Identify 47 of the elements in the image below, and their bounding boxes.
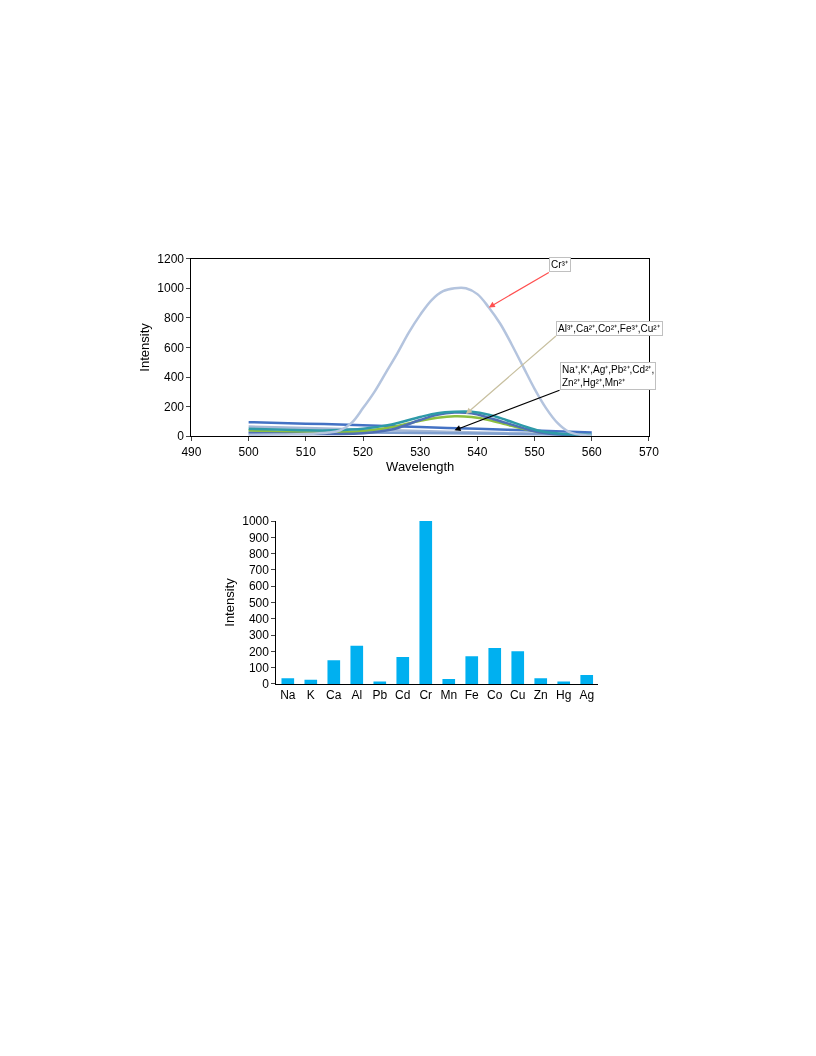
x-axis-title: Wavelength xyxy=(386,458,455,474)
y-tick-label: 1200 xyxy=(157,251,185,266)
x-tick-label: Zn xyxy=(533,688,548,703)
x-tick-label: Co xyxy=(487,688,503,703)
y-tick-label: 900 xyxy=(248,530,270,545)
x-tick-label: K xyxy=(306,688,315,703)
x-tick-label: 520 xyxy=(352,444,374,459)
x-tick-label: Hg xyxy=(556,688,572,703)
y-tick-label: 700 xyxy=(248,563,270,578)
x-tick-label: Cd xyxy=(395,688,411,703)
y-tick-label: 100 xyxy=(248,660,270,675)
y-tick-label: 1000 xyxy=(242,514,270,529)
y-axis-title: Intensity xyxy=(137,322,153,372)
y-tick-label: 1000 xyxy=(157,281,185,296)
x-tick-label: Cr xyxy=(419,688,433,703)
y-tick-label: 600 xyxy=(164,340,185,355)
y-axis-title: Intensity xyxy=(222,577,238,627)
y-tick-label: 0 xyxy=(262,677,270,692)
x-tick-label: 530 xyxy=(410,444,431,459)
x-tick-label: 500 xyxy=(238,444,259,459)
x-tick-label: 510 xyxy=(295,444,317,459)
x-tick-label: Na xyxy=(280,688,296,703)
x-tick-label: 570 xyxy=(638,444,660,459)
y-tick-label: 600 xyxy=(248,579,270,594)
y-tick-label: 200 xyxy=(248,644,270,659)
x-tick-label: Mn xyxy=(440,688,458,703)
x-tick-label: Al xyxy=(351,688,363,703)
x-tick-label: 490 xyxy=(181,444,202,459)
x-tick-label: Pb xyxy=(372,688,388,703)
annotation: Al³⁺,Ca²⁺,Co²⁺,Fe³⁺,Cu²⁺ xyxy=(558,323,661,334)
y-tick-label: 800 xyxy=(164,311,185,326)
x-tick-label: 540 xyxy=(467,444,488,459)
y-tick-label: 400 xyxy=(164,370,185,385)
y-tick-label: 400 xyxy=(248,611,270,626)
x-tick-label: Ag xyxy=(579,688,595,703)
x-tick-label: Ca xyxy=(326,688,342,703)
x-tick-label: 550 xyxy=(524,444,545,459)
y-tick-label: 800 xyxy=(248,546,270,561)
y-tick-label: 0 xyxy=(177,429,185,444)
x-tick-label: 560 xyxy=(581,444,603,459)
y-tick-label: 300 xyxy=(248,628,270,643)
x-tick-label: Cu xyxy=(510,688,526,703)
annotation: Na⁺,K⁺,Ag⁺,Pb²⁺,Cd²⁺, Zn²⁺,Hg²⁺,Mn²⁺ xyxy=(562,364,655,388)
y-tick-label: 500 xyxy=(248,595,270,610)
x-tick-label: Fe xyxy=(464,688,480,703)
y-tick-label: 200 xyxy=(164,399,185,414)
annotation: Cr³⁺ xyxy=(551,259,569,270)
